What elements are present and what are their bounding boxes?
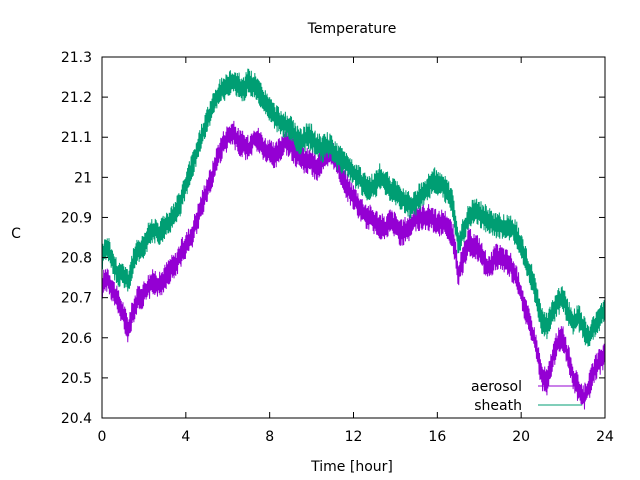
series-line-aerosol	[101, 120, 606, 410]
x-tick-label: 0	[98, 429, 107, 445]
x-axis-label: Time [hour]	[310, 459, 393, 475]
y-tick-label: 21.3	[61, 50, 92, 66]
y-tick-label: 21.1	[61, 130, 92, 146]
axes-group: 0 4 8 12 16 20 24 20.4 20.5 20.6 20.7 20.8 20.9 21 21.…	[61, 50, 614, 445]
chart-title: Temperature	[307, 21, 397, 37]
x-tick-label: 24	[596, 429, 614, 445]
legend-label-aerosol: aerosol	[471, 379, 522, 395]
y-tick-label: 21.2	[61, 90, 92, 106]
legend-label-sheath: sheath	[474, 398, 522, 414]
y-tick-label: 20.5	[61, 371, 92, 387]
y-tick-label: 21	[74, 170, 92, 186]
y-axis-label: C	[11, 226, 21, 242]
x-tick-label: 20	[512, 429, 530, 445]
y-tick-label: 20.6	[61, 331, 92, 347]
legend: aerosol sheath	[471, 379, 582, 414]
y-tick-label: 20.9	[61, 210, 92, 226]
plot-series-group	[101, 68, 606, 410]
x-tick-label: 16	[428, 429, 446, 445]
y-tick-label: 20.8	[61, 251, 92, 267]
series-line-sheath	[101, 68, 606, 347]
plot-frame	[101, 56, 606, 419]
x-tick-label: 4	[181, 429, 190, 445]
y-tick-label: 20.4	[61, 411, 92, 427]
x-tick-label: 8	[265, 429, 274, 445]
y-tick-label: 20.7	[61, 291, 92, 307]
x-tick-label: 12	[345, 429, 363, 445]
